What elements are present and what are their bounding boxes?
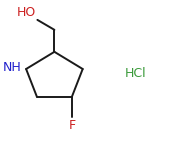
Text: HCl: HCl — [125, 67, 147, 80]
Text: HO: HO — [16, 6, 36, 19]
Text: F: F — [68, 119, 75, 132]
Text: NH: NH — [3, 61, 22, 74]
